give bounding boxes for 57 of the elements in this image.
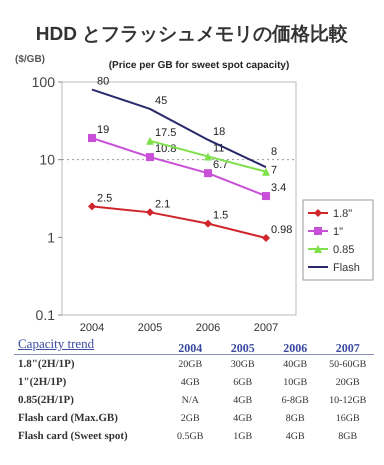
y-tick-label: 10 <box>39 152 56 168</box>
data-label: 17.5 <box>155 126 176 139</box>
text: 30GB <box>230 358 255 370</box>
category-label: 1"(2H/1P) <box>18 376 66 388</box>
x-tick-label: 2007 <box>254 322 278 334</box>
legend-label: 0.85 <box>333 244 354 256</box>
legend-label: Flash <box>333 262 360 274</box>
category-label: 1.8"(2H/1P) <box>18 358 75 370</box>
category-label: Flash card (Max.GB) <box>18 412 118 424</box>
text: 1GB <box>233 430 252 442</box>
text: 40GB <box>283 358 308 370</box>
x-tick-label: 2004 <box>80 322 104 334</box>
text: 4GB <box>233 412 252 424</box>
text: 2GB <box>180 412 200 424</box>
text: 6-8GB <box>282 394 309 406</box>
category-label: Flash card (Sweet spot) <box>18 430 128 442</box>
y-axis-title: ($/GB) <box>15 54 45 65</box>
category-label: 0.85(2H/1P) <box>18 394 74 406</box>
data-label: 3.4 <box>271 182 286 194</box>
category-label: 2007 <box>336 341 360 355</box>
text: Capacity trend <box>14 334 164 354</box>
data-label: 1.5 <box>213 210 228 222</box>
legend-label: 1.8" <box>333 208 352 220</box>
data-label: 7 <box>271 164 278 177</box>
data-label: 19 <box>97 124 110 136</box>
text: 0.5GB <box>177 430 204 442</box>
category-label: 2005 <box>230 341 255 355</box>
data-label: 80 <box>97 76 110 88</box>
x-tick-label: 2005 <box>138 322 162 334</box>
chart-subtitle: (Price per GB for sweet spot capacity) <box>108 60 290 71</box>
data-label: 0.98 <box>271 224 292 236</box>
y-tick-label: 100 <box>32 74 56 90</box>
text: 10-12GB <box>329 394 366 406</box>
category-label: 2006 <box>283 341 308 355</box>
text: 8GB <box>286 412 305 424</box>
text: 20GB <box>336 376 360 388</box>
chart-title: HDD とフラッシュメモリの価格比較 <box>36 23 350 45</box>
text: N/A <box>182 394 199 406</box>
category-label: 2004 <box>178 341 202 355</box>
data-label: 18 <box>213 126 226 138</box>
text: 16GB <box>336 412 360 424</box>
text: 50-60GB <box>329 358 366 370</box>
y-tick-label: 1 <box>47 229 56 246</box>
data-label: 2.1 <box>155 198 170 210</box>
text: 4GB <box>286 430 305 442</box>
text: 20GB <box>178 358 202 370</box>
text: 4GB <box>233 394 252 406</box>
legend-label: 1" <box>333 226 344 238</box>
text: 10GB <box>283 376 308 388</box>
data-label: 45 <box>155 94 168 107</box>
x-tick-label: 2006 <box>196 322 220 334</box>
text: 4GB <box>180 376 200 388</box>
data-label: 2.5 <box>97 192 112 204</box>
y-tick-label: 0.1 <box>36 307 56 323</box>
text: 6GB <box>233 376 252 388</box>
data-label: 8 <box>271 146 278 158</box>
text: 8GB <box>338 430 358 442</box>
